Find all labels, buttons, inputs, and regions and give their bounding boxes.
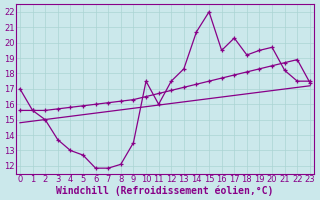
X-axis label: Windchill (Refroidissement éolien,°C): Windchill (Refroidissement éolien,°C) — [56, 185, 274, 196]
